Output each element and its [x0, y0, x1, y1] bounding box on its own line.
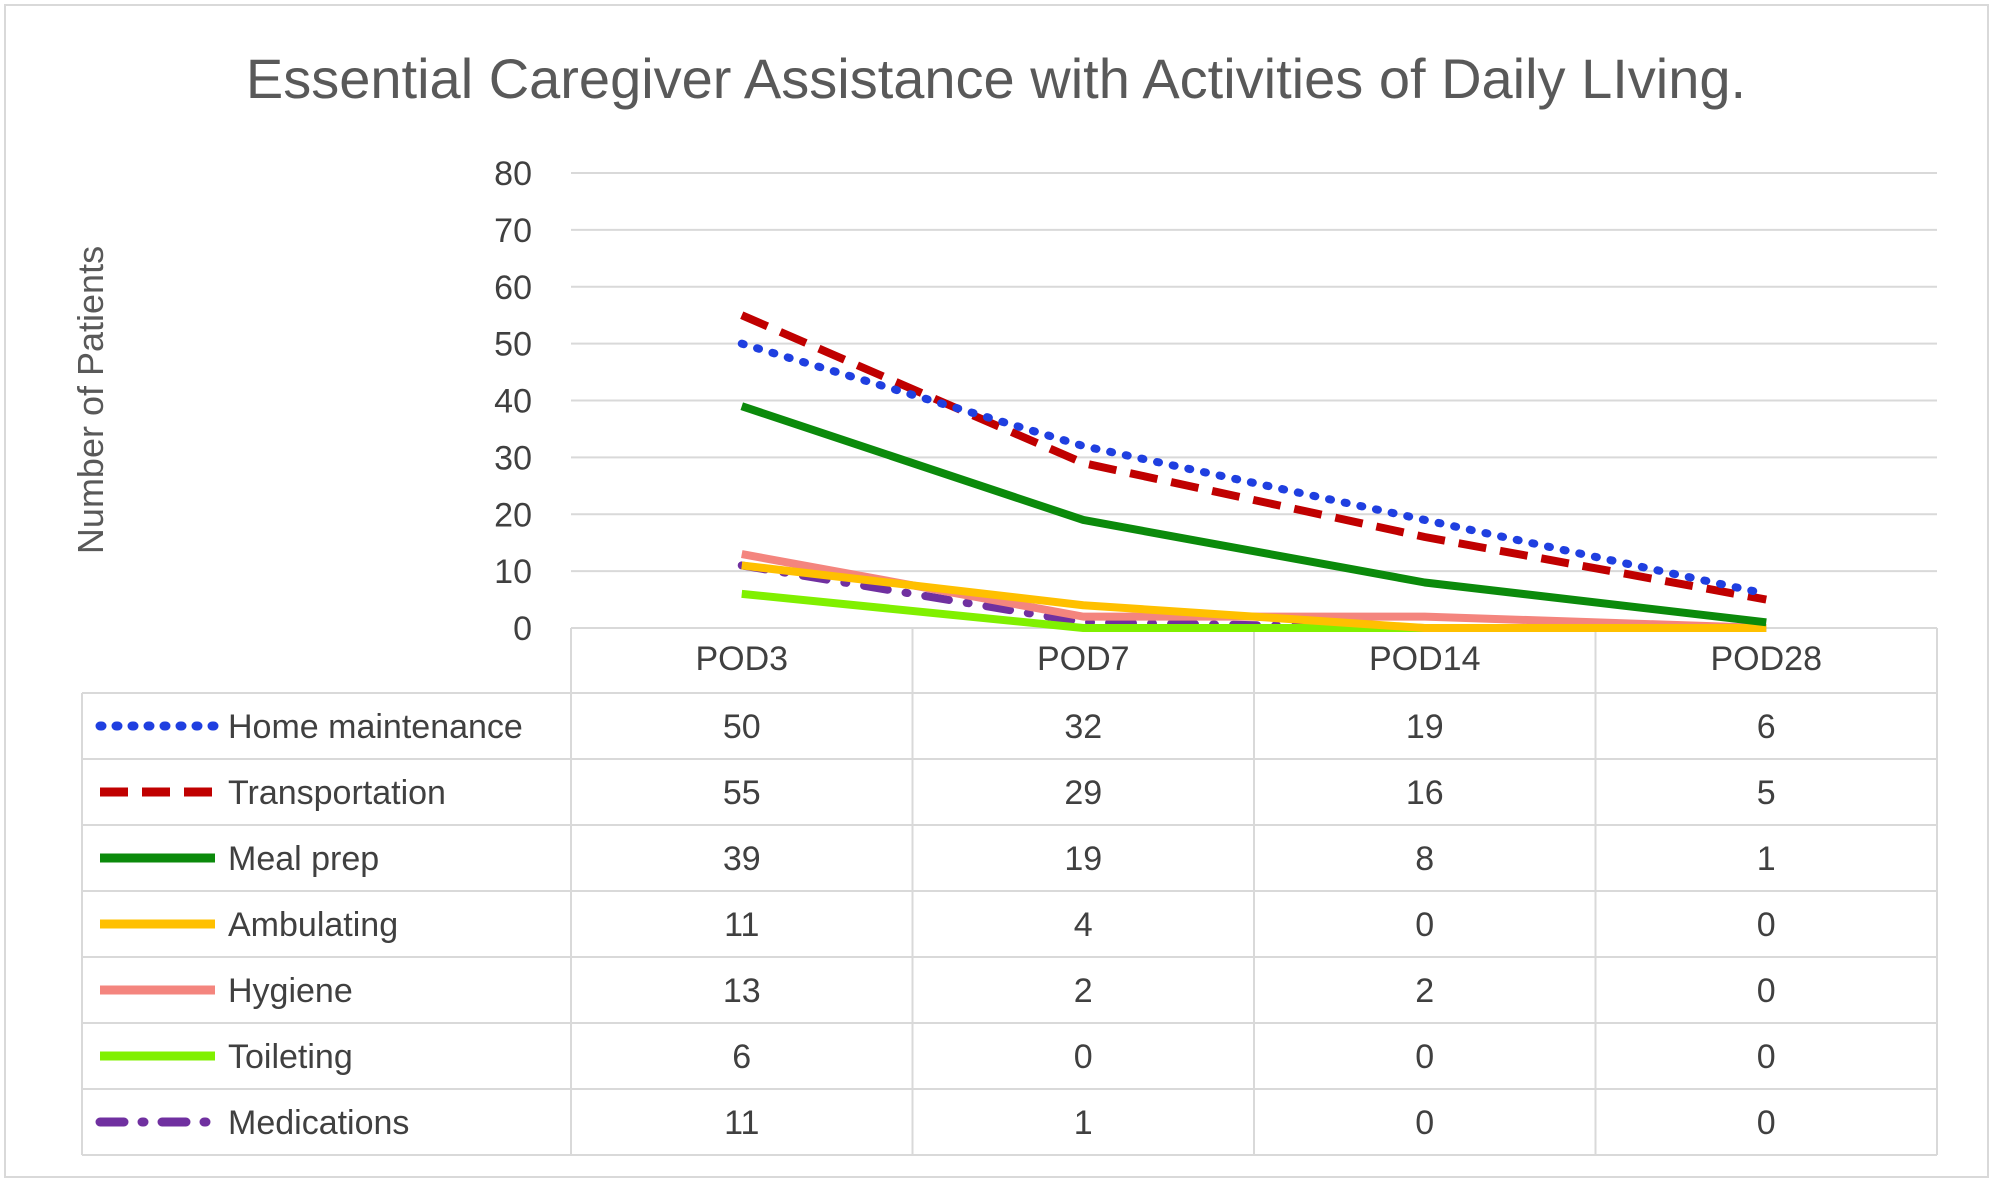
- table-value: 0: [1757, 906, 1776, 944]
- table-value: 13: [723, 972, 761, 1010]
- table-value: 50: [723, 708, 761, 746]
- table-value: 11: [724, 906, 759, 944]
- y-tick-label: 70: [494, 212, 532, 250]
- table-value: 1: [1757, 840, 1776, 878]
- table-value: 8: [1415, 840, 1434, 878]
- table-value: 19: [1064, 840, 1102, 878]
- legend-series-name: Ambulating: [228, 906, 398, 944]
- table-value: 5: [1757, 774, 1776, 812]
- y-tick-label: 10: [494, 553, 532, 591]
- legend-series-name: Transportation: [228, 774, 446, 812]
- y-tick-label: 80: [494, 155, 532, 193]
- table-value: 0: [1074, 1038, 1093, 1076]
- category-label: POD14: [1369, 640, 1481, 678]
- table-value: 2: [1415, 972, 1434, 1010]
- legend-series-name: Home maintenance: [228, 708, 523, 746]
- y-tick-label: 60: [494, 269, 532, 307]
- table-value: 32: [1064, 708, 1102, 746]
- legend-series-name: Hygiene: [228, 972, 353, 1010]
- y-axis-ticks: 0 10 20 30 40 50 60 70 80: [494, 155, 532, 648]
- table-value: 6: [1757, 708, 1776, 746]
- category-label: POD7: [1037, 640, 1130, 678]
- table-value: 11: [724, 1104, 759, 1142]
- category-label: POD3: [695, 640, 788, 678]
- category-label: POD28: [1711, 640, 1823, 678]
- table-value: 0: [1415, 1104, 1434, 1142]
- table-value: 0: [1415, 906, 1434, 944]
- table-value: 4: [1074, 906, 1093, 944]
- table-value: 0: [1757, 1104, 1776, 1142]
- y-tick-label: 40: [494, 383, 532, 421]
- series-line: [737, 339, 1771, 598]
- legend-series-name: Toileting: [228, 1038, 353, 1076]
- table-value: 2: [1074, 972, 1093, 1010]
- table-value: 0: [1757, 972, 1776, 1010]
- table-value: 0: [1757, 1038, 1776, 1076]
- table-value: 6: [732, 1038, 751, 1076]
- table-value: 0: [1415, 1038, 1434, 1076]
- y-tick-label: 20: [494, 496, 532, 534]
- series-line: [740, 402, 1767, 627]
- chart-border: [4, 4, 1989, 1178]
- chart-title: Essential Caregiver Assistance with Acti…: [246, 47, 1746, 110]
- legend-series-name: Meal prep: [228, 840, 379, 878]
- table-value: 16: [1406, 774, 1444, 812]
- y-tick-label: 0: [513, 610, 532, 648]
- table-value: 19: [1406, 708, 1444, 746]
- y-tick-label: 30: [494, 439, 532, 477]
- table-value: 55: [723, 774, 761, 812]
- series-lines: [737, 311, 1771, 632]
- y-tick-label: 50: [494, 326, 532, 364]
- series-line: [740, 311, 1767, 604]
- table-value: 1: [1074, 1104, 1093, 1142]
- table-value: 39: [723, 840, 761, 878]
- series-line: [741, 561, 1767, 632]
- y-axis-label: Number of Patients: [70, 246, 111, 554]
- table-value: 29: [1064, 774, 1102, 812]
- legend-series-name: Medications: [228, 1104, 409, 1142]
